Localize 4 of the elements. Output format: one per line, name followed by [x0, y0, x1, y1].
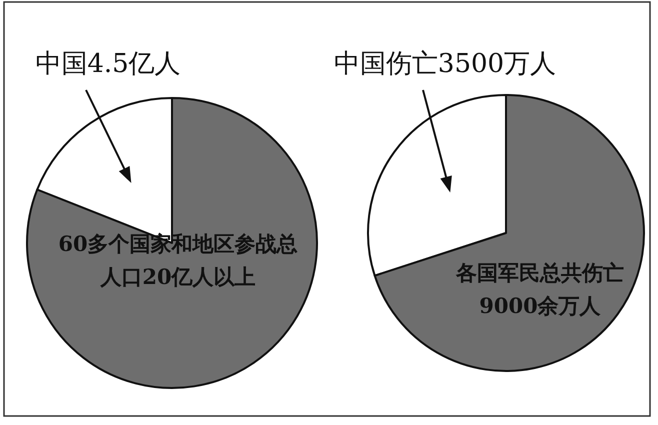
slice-label: 中国4.5亿人: [35, 49, 181, 79]
slice-label: 各国军民总共伤亡9000余万人: [455, 260, 624, 318]
pie-slice: [26, 97, 318, 389]
slice-label: 中国伤亡3500万人: [334, 49, 556, 79]
